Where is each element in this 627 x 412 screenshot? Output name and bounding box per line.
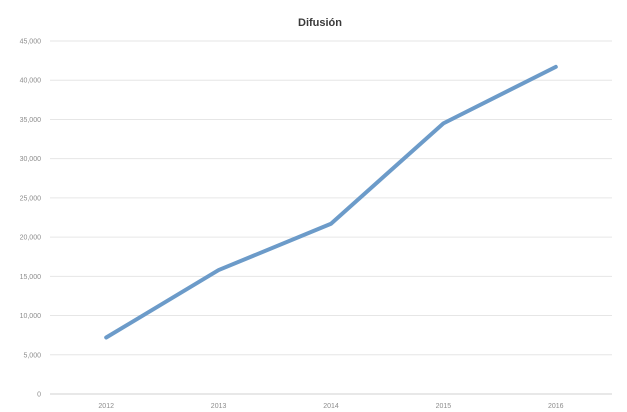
y-tick-label: 20,000 (20, 235, 42, 242)
y-tick-label: 40,000 (20, 78, 42, 85)
x-tick-label: 2012 (98, 403, 114, 410)
x-tick-label: 2015 (436, 403, 452, 410)
y-tick-label: 15,000 (20, 274, 42, 281)
chart-title: Difusión (298, 17, 342, 29)
x-tick-label: 2014 (323, 403, 339, 410)
x-tick-label: 2013 (211, 403, 227, 410)
x-tick-label: 2016 (548, 403, 564, 410)
y-tick-label: 30,000 (20, 156, 42, 163)
x-axis-ticks: 2012 2013 2014 2015 2016 (98, 403, 563, 410)
y-tick-label: 45,000 (20, 39, 42, 46)
grid-lines (50, 40, 612, 395)
y-tick-label: 5,000 (23, 352, 41, 359)
series-line (104, 64, 558, 340)
y-axis-ticks: 0 5,000 10,000 15,000 20,000 25,000 30,000 35,0… (20, 39, 42, 399)
y-tick-label: 0 (37, 392, 41, 399)
series-layer (104, 64, 558, 340)
y-tick-label: 35,000 (20, 117, 42, 124)
y-tick-label: 10,000 (20, 313, 42, 320)
y-tick-label: 25,000 (20, 195, 42, 202)
